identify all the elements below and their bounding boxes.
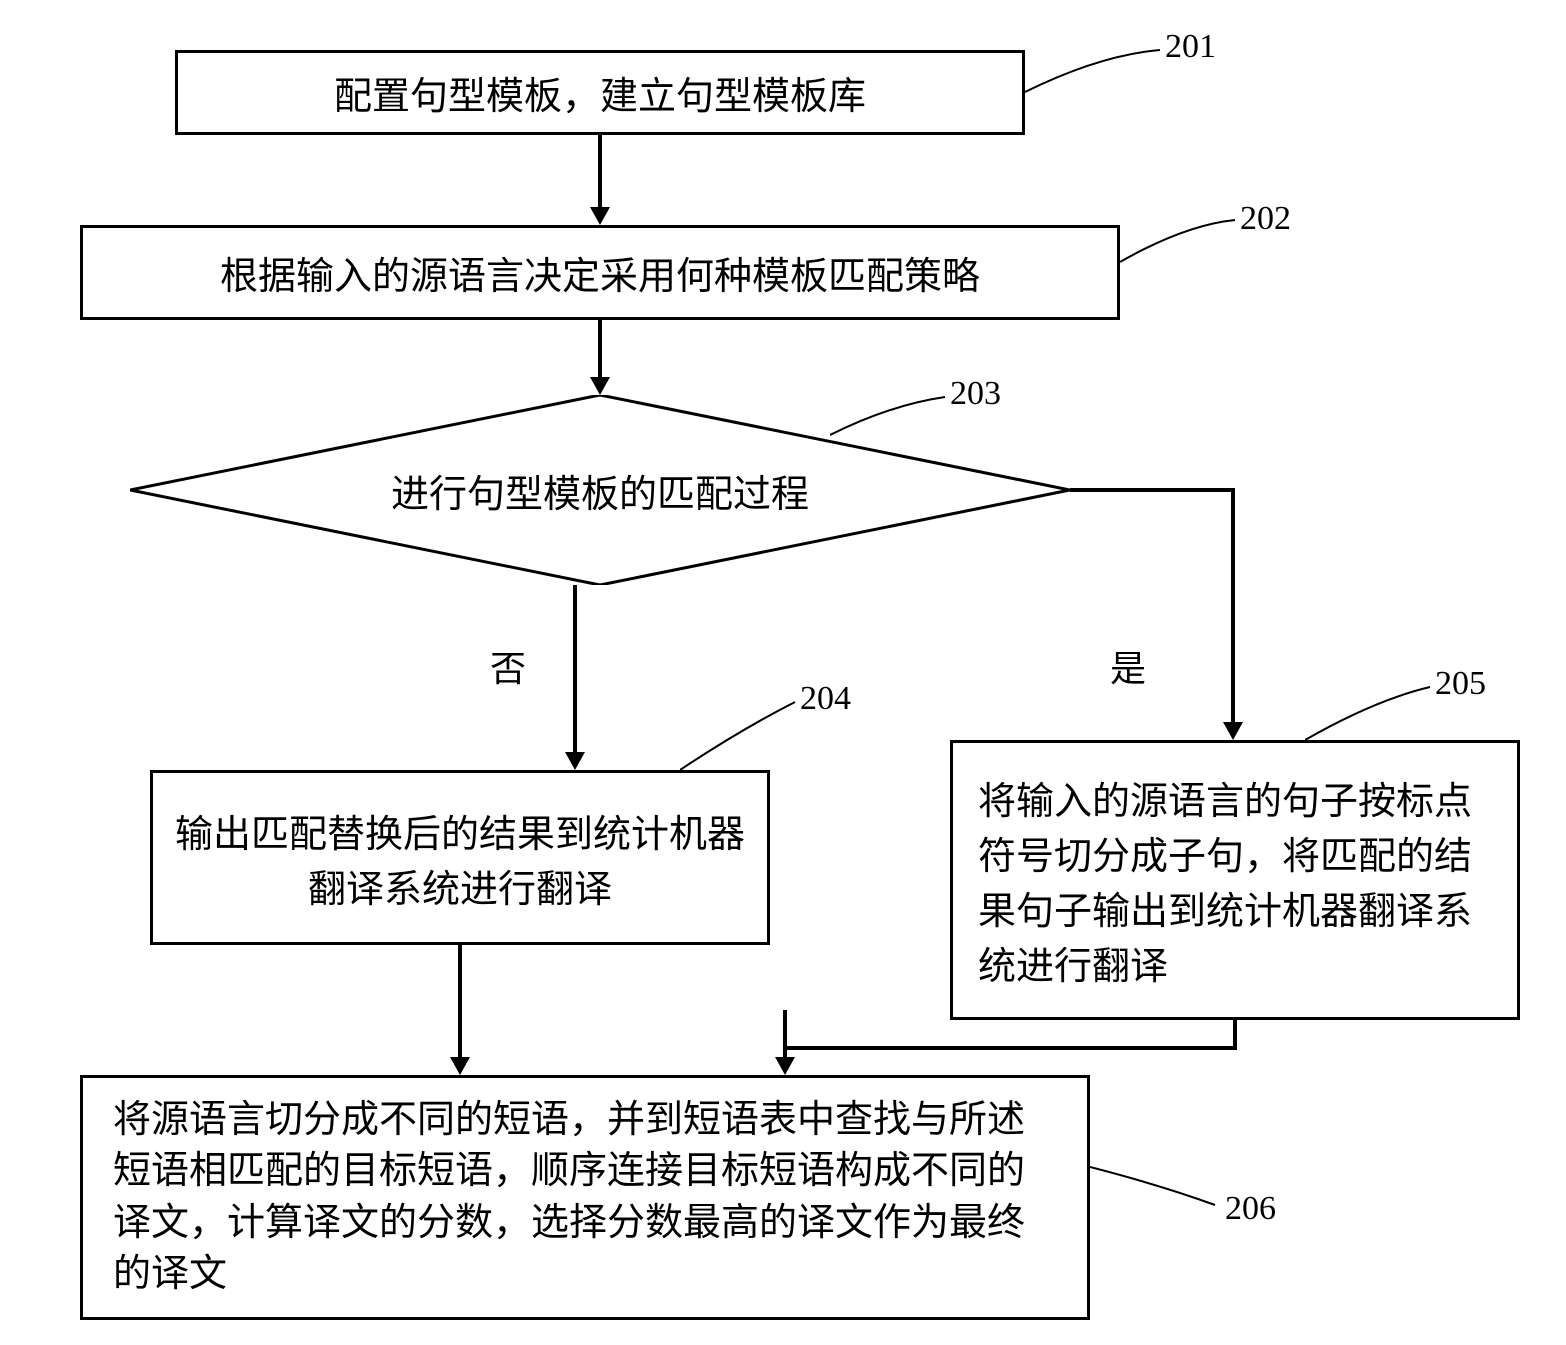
- node-202-text: 根据输入的源语言决定采用何种模板匹配策略: [220, 245, 980, 300]
- node-201: 配置句型模板，建立句型模板库: [175, 50, 1025, 135]
- label-202: 202: [1240, 200, 1291, 238]
- label-203: 203: [950, 375, 1001, 413]
- node-201-text: 配置句型模板，建立句型模板库: [334, 65, 866, 120]
- branch-no-label: 否: [490, 640, 526, 692]
- leader-201: [1025, 45, 1165, 95]
- arrow-203-205-h: [1070, 488, 1235, 492]
- leader-205: [1305, 685, 1435, 745]
- node-202: 根据输入的源语言决定采用何种模板匹配策略: [80, 225, 1120, 320]
- arrow-205-206-v2: [783, 1010, 787, 1057]
- arrowhead-203-205: [1223, 722, 1243, 740]
- arrowhead-202-203: [590, 377, 610, 395]
- label-206: 206: [1225, 1190, 1276, 1228]
- arrowhead-203-204: [565, 752, 585, 770]
- arrowhead-204-206: [450, 1057, 470, 1075]
- node-204-text: 输出匹配替换后的结果到统计机器翻译系统进行翻译: [173, 803, 747, 913]
- leader-203: [830, 395, 950, 445]
- label-201: 201: [1165, 28, 1216, 66]
- label-204: 204: [800, 680, 851, 718]
- node-206-text: 将源语言切分成不同的短语，并到短语表中查找与所述短语相匹配的目标短语，顺序连接目…: [113, 1095, 1057, 1300]
- leader-204: [680, 700, 800, 775]
- arrow-203-205-v: [1231, 488, 1235, 722]
- node-205-text: 将输入的源语言的句子按标点符号切分成子句，将匹配的结果句子输出到统计机器翻译系统…: [978, 770, 1492, 990]
- node-203-text: 进行句型模板的匹配过程: [391, 463, 809, 518]
- arrow-202-203: [598, 320, 602, 377]
- flowchart-container: 配置句型模板，建立句型模板库 201 根据输入的源语言决定采用何种模板匹配策略 …: [0, 0, 1566, 1345]
- label-205: 205: [1435, 665, 1486, 703]
- branch-yes-label: 是: [1110, 640, 1146, 692]
- arrow-203-204: [573, 585, 577, 752]
- arrow-205-206-h: [783, 1046, 1237, 1050]
- node-204: 输出匹配替换后的结果到统计机器翻译系统进行翻译: [150, 770, 770, 945]
- node-206: 将源语言切分成不同的短语，并到短语表中查找与所述短语相匹配的目标短语，顺序连接目…: [80, 1075, 1090, 1320]
- arrowhead-201-202: [590, 207, 610, 225]
- node-205: 将输入的源语言的句子按标点符号切分成子句，将匹配的结果句子输出到统计机器翻译系统…: [950, 740, 1520, 1020]
- leader-202: [1120, 215, 1240, 265]
- arrow-201-202: [598, 135, 602, 207]
- leader-206: [1090, 1165, 1220, 1210]
- arrow-204-206: [458, 945, 462, 1057]
- arrowhead-205-206: [775, 1057, 795, 1075]
